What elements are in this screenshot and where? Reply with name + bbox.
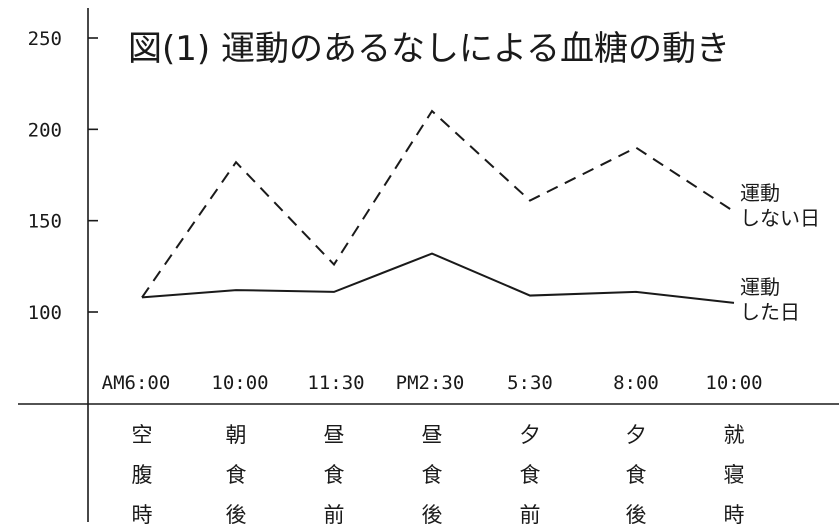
category-label-char: 就	[724, 423, 745, 447]
time-labels: AM6:00 10:00 11:30 PM2:30 5:30 8:00 10:00	[102, 372, 763, 394]
category-label-char: 朝	[226, 423, 247, 447]
series-label: 運動	[740, 275, 780, 299]
category-label-char: 昼	[324, 423, 345, 447]
series-line-exercise	[141, 252, 735, 304]
category-label-char: 昼	[422, 423, 443, 447]
category-label-char: 食	[422, 463, 443, 487]
y-axis-ticks: 100 150 200 250	[28, 28, 98, 324]
category-label-char: 時	[724, 503, 745, 527]
time-label: AM6:00	[102, 372, 171, 394]
time-label: 10:00	[211, 372, 268, 394]
series-label: した日	[740, 300, 800, 324]
time-label: 8:00	[613, 372, 659, 394]
category-label-char: 食	[324, 463, 345, 487]
category-label-char: 後	[226, 503, 247, 527]
y-tick-label: 250	[28, 28, 62, 50]
category-label-char: 後	[626, 503, 647, 527]
y-tick-label: 200	[28, 119, 62, 141]
series-lines	[141, 109, 735, 304]
series-label: しない日	[740, 206, 820, 230]
series-label: 運動	[740, 181, 780, 205]
category-label-char: 時	[132, 503, 153, 527]
category-label-char: 食	[226, 463, 247, 487]
category-label-char: 腹	[132, 463, 153, 487]
category-label-char: 後	[422, 503, 443, 527]
category-label-char: 寝	[724, 463, 745, 487]
category-label-char: 食	[626, 463, 647, 487]
category-label-char: 夕	[520, 423, 541, 447]
time-label: 5:30	[507, 372, 553, 394]
category-label-char: 前	[520, 503, 541, 527]
category-label-char: 空	[132, 423, 153, 447]
y-tick-label: 150	[28, 211, 62, 233]
chart-title: 図(1) 運動のあるなしによる血糖の動き	[128, 29, 730, 69]
y-tick-label: 100	[28, 302, 62, 324]
category-label-char: 夕	[626, 423, 647, 447]
category-label-char: 前	[324, 503, 345, 527]
time-label: 11:30	[307, 372, 364, 394]
time-label: PM2:30	[396, 372, 465, 394]
series-line-no-exercise	[141, 109, 735, 298]
category-label-char: 食	[520, 463, 541, 487]
time-label: 10:00	[705, 372, 762, 394]
